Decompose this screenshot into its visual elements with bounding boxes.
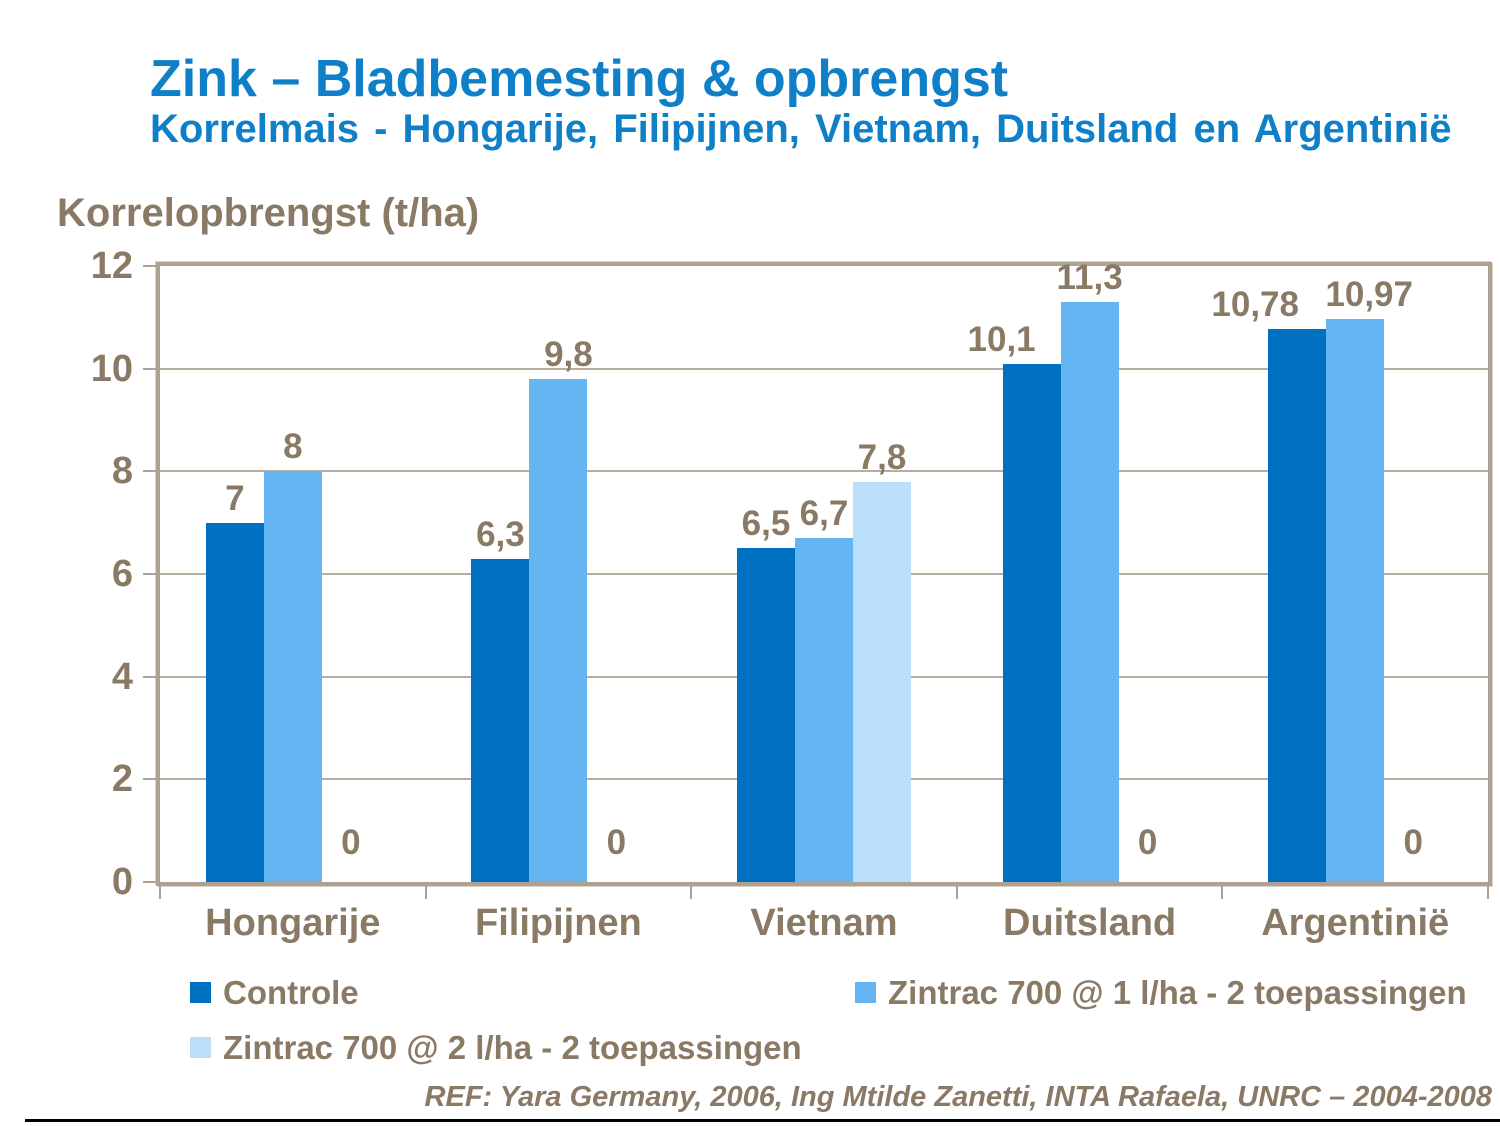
value-label-duitsland-zintrac-1l: 11,3 [1056, 257, 1123, 297]
x-axis-tick-3 [955, 886, 958, 899]
category-label-filipijnen: Filipijnen [475, 902, 642, 944]
y-axis-tick-label-0: 0 [111, 861, 133, 903]
value-label-vietnam-controle: 6,5 [741, 504, 791, 544]
gridline-10 [160, 367, 1488, 370]
value-label-argentini-zintrac-2l: 0 [1403, 823, 1423, 862]
value-label-duitsland-zintrac-2l: 0 [1137, 823, 1158, 862]
bar-vietnam-zintrac-1l [795, 538, 853, 882]
bar-vietnam-zintrac-2l [853, 481, 911, 882]
bar-duitsland-zintrac-1l [1060, 301, 1119, 882]
y-axis-tick-0 [143, 881, 160, 883]
y-axis-tick-6 [143, 573, 160, 575]
y-axis-tick-label-10: 10 [90, 347, 133, 390]
gridline-8 [160, 470, 1488, 473]
y-axis-tick-label-4: 4 [111, 655, 133, 698]
bar-filipijnen-controle [471, 558, 530, 882]
bottom-rule [25, 1119, 1500, 1122]
y-axis-tick-label-12: 12 [90, 245, 133, 287]
legend-item-zintrac-1l: Zintrac 700 @ 1 l/ha - 2 toepassingen [855, 972, 1467, 1012]
value-label-argentini-controle: 10,78 [1211, 284, 1299, 324]
y-axis-tick-8 [143, 470, 160, 473]
value-label-duitsland-controle: 10,1 [967, 319, 1036, 359]
y-axis-tick-label-8: 8 [111, 450, 133, 493]
value-label-filipijnen-zintrac-2l: 0 [606, 823, 627, 862]
slide-subtitle: Korrelmais - Hongarije, Filipijnen, Viet… [150, 107, 1452, 151]
value-label-filipijnen-zintrac-1l: 9,8 [544, 334, 593, 374]
category-label-argentini: Argentinië [1261, 902, 1450, 944]
reference-footnote: REF: Yara Germany, 2006, Ing Mtilde Zane… [424, 1081, 1492, 1113]
bar-hongarije-zintrac-1l [263, 471, 322, 882]
y-axis-tick-4 [143, 675, 160, 678]
category-label-hongarije: Hongarije [205, 902, 381, 944]
bar-filipijnen-zintrac-1l [529, 378, 588, 882]
category-label-duitsland: Duitsland [1003, 902, 1177, 944]
legend-item-controle: Controle [190, 972, 359, 1012]
value-label-argentini-zintrac-1l: 10,97 [1325, 274, 1413, 314]
x-axis-tick-0 [159, 886, 161, 899]
bar-vietnam-controle [737, 548, 795, 882]
value-label-hongarije-zintrac-1l: 8 [283, 427, 303, 467]
value-label-vietnam-zintrac-2l: 7,8 [857, 437, 907, 477]
bar-argentini-controle [1268, 328, 1327, 882]
legend-swatch-controle [190, 981, 211, 1003]
y-axis-tick-12 [143, 265, 160, 267]
value-label-hongarije-zintrac-2l: 0 [341, 823, 361, 862]
y-axis-tick-label-2: 2 [111, 758, 133, 801]
x-axis-tick-1 [424, 886, 427, 899]
legend-label-controle: Controle [223, 973, 359, 1011]
legend-swatch-zintrac-1l [855, 981, 876, 1003]
value-label-filipijnen-controle: 6,3 [476, 514, 525, 554]
legend-label-zintrac-1l: Zintrac 700 @ 1 l/ha - 2 toepassingen [888, 973, 1467, 1011]
value-label-hongarije-controle: 7 [225, 478, 245, 518]
y-axis-tick-label-6: 6 [111, 553, 133, 595]
slide-title: Zink – Bladbemesting & opbrengst [150, 50, 1009, 108]
x-axis-tick-5 [1487, 886, 1489, 899]
bar-duitsland-controle [1002, 363, 1061, 882]
x-axis-tick-2 [690, 886, 693, 899]
category-label-vietnam: Vietnam [750, 902, 898, 944]
x-axis-tick-4 [1221, 886, 1224, 899]
value-label-vietnam-zintrac-1l: 6,7 [799, 494, 849, 534]
bar-hongarije-controle [205, 522, 264, 882]
legend-item-zintrac-2l: Zintrac 700 @ 2 l/ha - 2 toepassingen [190, 1027, 802, 1067]
y-axis-title: Korrelopbrengst (t/ha) [57, 191, 480, 235]
y-axis-tick-2 [143, 778, 160, 781]
legend-label-zintrac-2l: Zintrac 700 @ 2 l/ha - 2 toepassingen [223, 1028, 802, 1066]
legend-swatch-zintrac-2l [190, 1036, 211, 1058]
bar-argentini-zintrac-1l [1326, 318, 1385, 882]
y-axis-tick-10 [143, 367, 160, 370]
